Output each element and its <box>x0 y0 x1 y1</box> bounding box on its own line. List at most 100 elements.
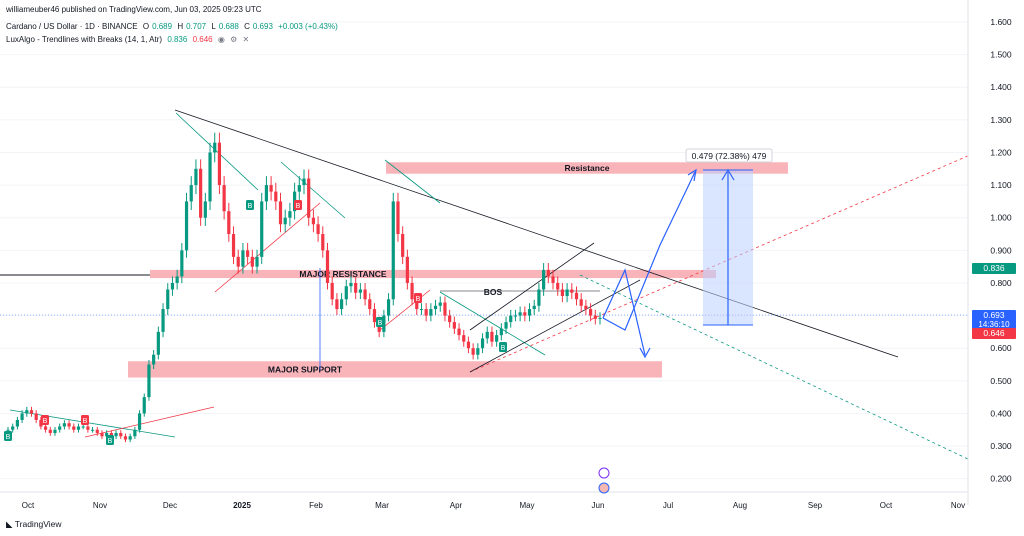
zone-1 <box>150 269 716 279</box>
candle <box>283 209 287 233</box>
candle <box>62 420 66 430</box>
bearish-arrowhead <box>639 347 651 359</box>
candle <box>433 299 438 315</box>
grid <box>0 21 968 480</box>
trendline <box>439 291 546 356</box>
measure-label-box <box>685 148 773 163</box>
candle <box>48 426 52 436</box>
candle-body <box>114 433 118 437</box>
candle <box>542 263 546 296</box>
close-icon[interactable]: ✕ <box>242 35 250 44</box>
publisher-line: williameuber46 published on TradingView.… <box>6 5 262 14</box>
x-tick-label: Dec <box>163 501 177 510</box>
y-tick-label: 1.600 <box>990 17 1012 27</box>
price-tag-value: 0.693 <box>983 310 1005 320</box>
candle <box>330 276 334 306</box>
candle <box>11 423 15 433</box>
candle <box>401 226 405 265</box>
x-tick-label: Mar <box>375 501 389 510</box>
candle <box>274 182 278 210</box>
candle <box>391 192 395 306</box>
buy-signal-badge: B <box>246 200 254 210</box>
trendline <box>384 159 441 204</box>
badge-bg <box>414 293 422 303</box>
candle <box>34 410 38 424</box>
change-value: +0.003 (+0.43%) <box>278 22 338 31</box>
candle <box>76 423 81 433</box>
badge-text: B <box>108 438 113 445</box>
candle-body <box>53 429 57 434</box>
symbol-ohlc-line: Cardano / US Dollar · 1D · BINANCE O 0.68… <box>6 22 341 31</box>
candle <box>278 192 283 233</box>
price-tag-countdown: 14:36:10 <box>978 320 1010 329</box>
candle <box>100 430 104 439</box>
badge-bg <box>41 415 49 425</box>
candle <box>410 276 414 306</box>
price-tag <box>972 328 1016 339</box>
tradingview-logo[interactable]: ◣ TradingView <box>6 519 62 530</box>
candle-body <box>67 423 71 427</box>
bullish-projection <box>602 171 696 331</box>
candle <box>227 202 231 242</box>
candle-body <box>105 433 109 437</box>
candle <box>504 316 508 335</box>
candle-body <box>386 299 391 316</box>
candle <box>269 176 273 201</box>
candle-body <box>325 250 330 283</box>
candle <box>574 286 579 306</box>
candle <box>321 226 325 258</box>
zone-label: MAJOR RESISTANCE <box>299 269 387 279</box>
candle <box>537 283 541 312</box>
candle <box>485 326 489 344</box>
candle <box>325 243 330 290</box>
candle-body <box>250 256 254 267</box>
candle-body <box>485 331 489 339</box>
candle <box>560 283 565 303</box>
candle-body <box>307 178 311 218</box>
y-tick-label: 0.600 <box>990 343 1012 353</box>
candle <box>452 316 456 335</box>
candle <box>368 293 372 315</box>
candle-body <box>72 426 76 430</box>
candle <box>570 283 574 300</box>
candle-body <box>302 178 306 186</box>
candle <box>199 159 203 226</box>
candle-body <box>246 250 250 257</box>
candle-body <box>161 309 165 332</box>
candle <box>231 226 236 265</box>
candle <box>29 406 34 417</box>
candle-body <box>15 419 19 427</box>
candle <box>86 423 90 433</box>
candle <box>339 293 344 315</box>
candle-body <box>194 168 198 186</box>
candle <box>119 430 123 439</box>
candle-body <box>86 426 90 430</box>
candle <box>288 202 292 226</box>
candle <box>565 283 569 303</box>
candle <box>15 416 19 430</box>
candle-body <box>358 289 362 293</box>
candle <box>133 426 137 439</box>
candle <box>448 309 452 328</box>
candle <box>147 360 151 401</box>
candle <box>419 303 424 315</box>
candle <box>128 433 132 443</box>
x-tick-label: Nov <box>93 501 107 510</box>
eye-icon[interactable]: ◉ <box>217 35 225 44</box>
candle <box>236 249 240 274</box>
symbol-title[interactable]: Cardano / US Dollar · 1D · BINANCE <box>6 22 138 31</box>
candle-body <box>466 341 471 349</box>
candle <box>598 312 602 325</box>
candle-body <box>368 299 372 310</box>
candle <box>53 426 57 436</box>
sell-signal-badge: B <box>41 415 49 425</box>
indicator-name[interactable]: LuxAlgo - Trendlines with Breaks (14, 1,… <box>6 35 163 44</box>
candle-body <box>537 289 541 306</box>
candle-body <box>424 309 428 316</box>
price-tag-value: 0.646 <box>983 328 1005 338</box>
channel-low <box>469 279 641 373</box>
gear-icon[interactable]: ⚙ <box>230 35 238 44</box>
candle <box>260 192 264 265</box>
candle-body <box>180 250 184 277</box>
